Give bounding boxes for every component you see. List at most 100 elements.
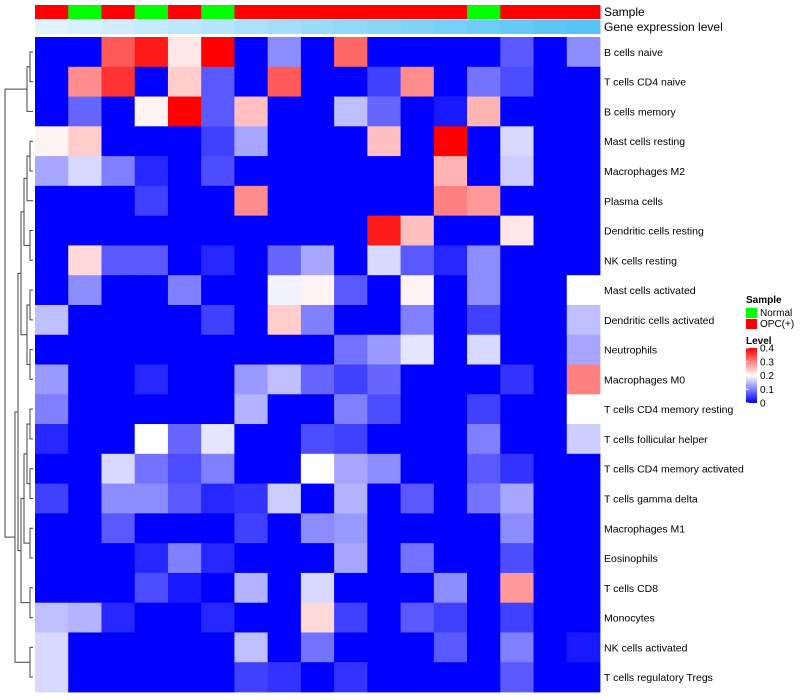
heatmap-cell [267, 185, 302, 217]
heatmap-cell [500, 394, 534, 425]
heatmap-cell [334, 185, 368, 217]
heatmap-cell [566, 394, 601, 425]
heatmap-cell [300, 364, 335, 395]
heatmap-cell [334, 543, 368, 574]
heatmap-cell [467, 453, 501, 484]
row-label: T cells CD4 naive [604, 77, 686, 89]
heatmap-cell [533, 96, 568, 127]
heatmap-cell [566, 543, 601, 574]
heatmap-cell [68, 37, 102, 68]
heatmap-cell [234, 275, 269, 306]
heatmap-cell [400, 543, 435, 574]
heatmap-cell [433, 304, 468, 336]
row-label: T cells CD8 [604, 583, 658, 595]
heatmap-cell [101, 394, 136, 425]
row-label: T cells gamma delta [604, 493, 698, 505]
heatmap-cell [467, 304, 501, 336]
heatmap-cell [300, 156, 335, 187]
heatmap-cell [334, 483, 368, 514]
dendrogram-branch [29, 140, 33, 172]
heatmap-cell [134, 304, 169, 336]
heatmap-cell [234, 215, 269, 246]
heatmap-cell [367, 453, 401, 484]
heatmap-cell [566, 215, 601, 246]
heatmap-cell [35, 453, 69, 484]
heatmap-cell [500, 126, 534, 157]
heatmap-cell [234, 453, 269, 484]
heatmap-cell [201, 632, 235, 663]
heatmap-cell [35, 662, 69, 693]
heatmap-cell [433, 66, 468, 97]
heatmap-cell [267, 632, 302, 663]
heatmap-cell [167, 602, 202, 633]
heatmap-cell [500, 543, 534, 574]
heatmap-cell [35, 632, 69, 663]
legend-opc-swatch [746, 319, 757, 329]
expression-annotation-cell [167, 20, 202, 34]
heatmap-cell [167, 96, 202, 127]
heatmap-cell [134, 364, 169, 395]
heatmap-cell [167, 334, 202, 365]
expression-annotation-cell [68, 20, 102, 34]
row-label: Mast cells activated [604, 285, 696, 297]
heatmap-cell [433, 96, 468, 127]
heatmap-cell [35, 424, 69, 455]
heatmap-cell [367, 37, 401, 68]
heatmap-cell [201, 304, 235, 336]
heatmap-cell [533, 275, 568, 306]
heatmap-cell [101, 66, 136, 97]
expression-annotation-cell [101, 20, 136, 34]
heatmap-cell [367, 572, 401, 604]
heatmap-cell [400, 275, 435, 306]
heatmap-cell [467, 364, 501, 395]
row-label: Plasma cells [604, 196, 663, 208]
row-label: T cells follicular helper [604, 434, 708, 446]
heatmap-cell [35, 334, 69, 365]
heatmap-cell [433, 632, 468, 663]
heatmap-cell [533, 453, 568, 484]
heatmap-cell [367, 394, 401, 425]
expression-annotation-label: Gene expression level [604, 20, 723, 34]
heatmap-cell [467, 483, 501, 514]
heatmap-cell [566, 364, 601, 395]
heatmap-cell [500, 453, 534, 484]
heatmap-cell [134, 156, 169, 187]
heatmap-cell [400, 394, 435, 425]
heatmap-cell [68, 543, 102, 574]
heatmap-cell [134, 453, 169, 484]
heatmap-cell [334, 126, 368, 157]
dendrogram-branch [29, 408, 33, 440]
heatmap-cell [101, 632, 136, 663]
heatmap-cell [167, 572, 202, 604]
heatmap-cell [234, 96, 269, 127]
heatmap-cell [533, 602, 568, 633]
heatmap-cell [467, 66, 501, 97]
heatmap-cell [68, 364, 102, 395]
heatmap-cell [68, 513, 102, 544]
heatmap-cell [334, 662, 368, 693]
heatmap-cell [201, 334, 235, 365]
heatmap-cell [35, 66, 69, 97]
heatmap-cell [533, 632, 568, 663]
heatmap-cell [101, 126, 136, 157]
heatmap-cell [400, 37, 435, 68]
heatmap-cell [334, 453, 368, 484]
heatmap-cell [300, 96, 335, 127]
dendrogram-branch [29, 527, 33, 559]
heatmap-cell [201, 572, 235, 604]
heatmap-cell [101, 245, 136, 276]
sample-annotation-label: Sample [604, 5, 645, 19]
dendrogram-branch [29, 289, 33, 321]
heatmap-cell [566, 245, 601, 276]
heatmap-cell [68, 275, 102, 306]
heatmap-cell [234, 364, 269, 395]
heatmap-cell [500, 304, 534, 336]
heatmap-cell [35, 96, 69, 127]
heatmap-cell [334, 513, 368, 544]
row-label: Macrophages M0 [604, 374, 685, 386]
heatmap-cell [400, 126, 435, 157]
heatmap-cell [134, 602, 169, 633]
legend-sample-title: Sample [746, 295, 782, 306]
heatmap-cell [101, 424, 136, 455]
heatmap-cell [234, 394, 269, 425]
